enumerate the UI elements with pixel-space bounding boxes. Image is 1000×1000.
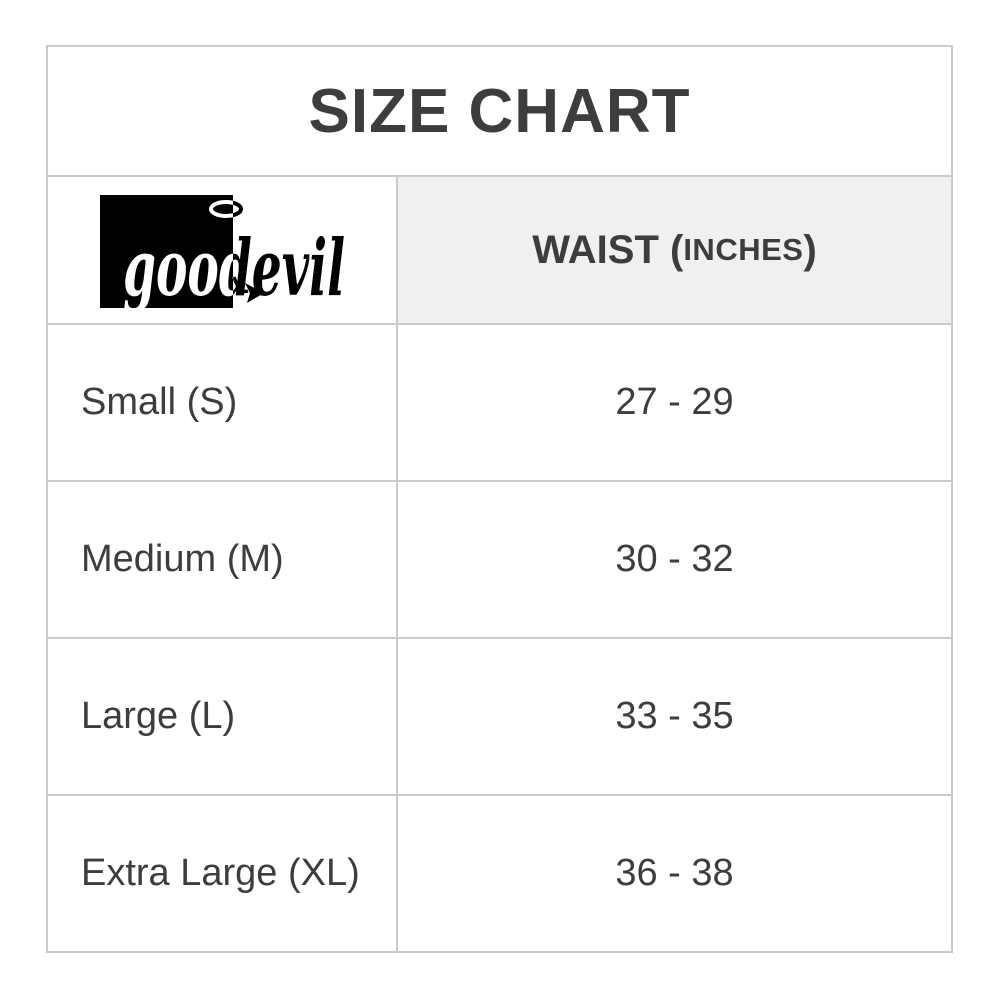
logo-layer-outside-box: goodevil bbox=[233, 200, 345, 314]
goodevil-logo: goodevil goodevil bbox=[100, 195, 345, 314]
size-chart-table: SIZE CHART goodevil goodevil bbox=[46, 45, 953, 953]
waist-value: 27 - 29 bbox=[615, 381, 734, 423]
halo-icon bbox=[209, 200, 233, 218]
waist-value: 30 - 32 bbox=[615, 538, 734, 580]
waist-header-cell: WAIST (INCHES) bbox=[398, 177, 951, 323]
waist-value: 33 - 35 bbox=[615, 695, 734, 737]
devil-tail-arrow-icon bbox=[245, 283, 264, 303]
devil-tail-icon bbox=[233, 276, 249, 294]
brand-logo-cell: goodevil goodevil bbox=[48, 177, 398, 323]
logo-black-box bbox=[100, 195, 233, 308]
size-cell: Large (L) bbox=[48, 639, 398, 794]
page-title: SIZE CHART bbox=[308, 76, 691, 146]
halo-icon bbox=[233, 200, 243, 218]
waist-cell: 36 - 38 bbox=[398, 796, 951, 951]
size-label: Extra Large (XL) bbox=[81, 852, 360, 894]
size-cell: Small (S) bbox=[48, 325, 398, 480]
size-cell: Extra Large (XL) bbox=[48, 796, 398, 951]
waist-cell: 27 - 29 bbox=[398, 325, 951, 480]
table-row-small: Small (S) 27 - 29 bbox=[48, 323, 951, 480]
waist-cell: 33 - 35 bbox=[398, 639, 951, 794]
header-row: goodevil goodevil WAIST (INCHES) bbox=[48, 177, 951, 323]
size-cell: Medium (M) bbox=[48, 482, 398, 637]
logo-layer-inside-box: goodevil bbox=[123, 200, 345, 314]
title-row: SIZE CHART bbox=[48, 47, 951, 177]
size-label: Large (L) bbox=[81, 695, 236, 737]
waist-header-label: WAIST ( bbox=[532, 227, 684, 272]
size-label: Medium (M) bbox=[81, 538, 284, 580]
table-row-large: Large (L) 33 - 35 bbox=[48, 637, 951, 794]
waist-value: 36 - 38 bbox=[615, 852, 734, 894]
waist-header-unit: INCHES bbox=[683, 232, 804, 267]
table-row-medium: Medium (M) 30 - 32 bbox=[48, 480, 951, 637]
logo-wordmark: goodevil bbox=[123, 223, 345, 314]
waist-cell: 30 - 32 bbox=[398, 482, 951, 637]
size-label: Small (S) bbox=[81, 381, 238, 423]
table-row-extra-large: Extra Large (XL) 36 - 38 bbox=[48, 794, 951, 951]
waist-header-close-paren: ) bbox=[803, 227, 817, 272]
